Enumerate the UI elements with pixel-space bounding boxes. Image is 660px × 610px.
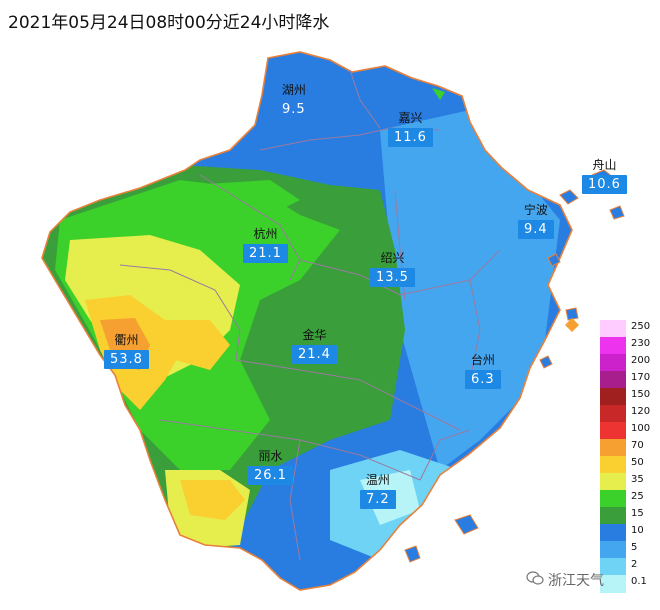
city-wenzhou: 温州 7.2 bbox=[360, 472, 396, 509]
city-label: 嘉兴 bbox=[398, 111, 423, 125]
city-value: 21.4 bbox=[292, 345, 337, 364]
city-label: 舟山 bbox=[592, 158, 617, 172]
city-hangzhou: 杭州 21.1 bbox=[243, 226, 288, 263]
orange-spot bbox=[565, 318, 579, 332]
legend-swatch bbox=[600, 439, 626, 457]
legend-item: 15 bbox=[600, 507, 660, 525]
city-ningbo: 宁波 9.4 bbox=[518, 202, 554, 239]
city-boundaries bbox=[119, 69, 501, 561]
map-title: 2021年05月24日08时00分近24小时降水 bbox=[8, 13, 330, 33]
legend-item: 230 bbox=[600, 337, 660, 355]
city-value: 21.1 bbox=[243, 244, 288, 263]
legend-label: 100 bbox=[631, 423, 651, 434]
legend-swatch bbox=[600, 456, 626, 474]
legend-item: 170 bbox=[600, 371, 660, 389]
legend-item: 150 bbox=[600, 388, 660, 406]
legend-label: 200 bbox=[631, 355, 651, 366]
legend-swatch bbox=[600, 473, 626, 491]
legend-label: 150 bbox=[631, 389, 651, 400]
legend-label: 0.1 bbox=[631, 576, 647, 587]
legend-label: 120 bbox=[631, 406, 651, 417]
legend-swatch bbox=[600, 422, 626, 440]
legend-item: 200 bbox=[600, 354, 660, 372]
wechat-icon bbox=[526, 571, 544, 585]
legend-item: 0.1 bbox=[600, 575, 660, 593]
legend-swatch bbox=[600, 524, 626, 542]
city-label: 杭州 bbox=[253, 227, 278, 241]
city-label: 衢州 bbox=[114, 333, 139, 347]
city-value: 9.5 bbox=[282, 102, 306, 117]
legend-swatch bbox=[600, 507, 626, 525]
city-lishui: 丽水 26.1 bbox=[248, 448, 293, 485]
city-value: 53.8 bbox=[104, 350, 149, 369]
legend-swatch bbox=[600, 541, 626, 559]
city-label: 温州 bbox=[365, 473, 390, 487]
legend-label: 2 bbox=[631, 559, 638, 570]
city-value: 7.2 bbox=[360, 490, 396, 509]
city-jiaxing: 嘉兴 11.6 bbox=[388, 110, 433, 147]
legend-label: 5 bbox=[631, 542, 638, 553]
legend-swatch bbox=[600, 388, 626, 406]
legend-label: 230 bbox=[631, 338, 651, 349]
legend-swatch bbox=[600, 575, 626, 593]
city-label: 绍兴 bbox=[380, 251, 405, 265]
city-zhoushan: 舟山 10.6 bbox=[582, 157, 627, 194]
legend-item: 50 bbox=[600, 456, 660, 474]
legend-item: 35 bbox=[600, 473, 660, 491]
province-border bbox=[41, 51, 573, 591]
legend-swatch bbox=[600, 558, 626, 576]
legend-label: 10 bbox=[631, 525, 644, 536]
legend-swatch bbox=[600, 405, 626, 423]
green-spot bbox=[432, 88, 445, 100]
legend-label: 35 bbox=[631, 474, 644, 485]
legend-item: 70 bbox=[600, 439, 660, 457]
city-value: 13.5 bbox=[370, 268, 415, 287]
city-label: 湖州 bbox=[281, 83, 306, 97]
legend-swatch bbox=[600, 371, 626, 389]
city-shaoxing: 绍兴 13.5 bbox=[370, 250, 415, 287]
legend-item: 5 bbox=[600, 541, 660, 559]
legend-label: 170 bbox=[631, 372, 651, 383]
city-label: 丽水 bbox=[258, 449, 283, 463]
legend-item: 10 bbox=[600, 524, 660, 542]
legend-item: 25 bbox=[600, 490, 660, 508]
city-label: 金华 bbox=[302, 328, 327, 342]
legend-label: 50 bbox=[631, 457, 644, 468]
legend-label: 15 bbox=[631, 508, 644, 519]
legend-label: 250 bbox=[631, 321, 651, 332]
legend-item: 250 bbox=[600, 320, 660, 338]
legend-label: 25 bbox=[631, 491, 644, 502]
city-label: 宁波 bbox=[523, 203, 548, 217]
city-huzhou: 湖州 9.5 bbox=[276, 82, 312, 119]
legend-item: 120 bbox=[600, 405, 660, 423]
legend-item: 100 bbox=[600, 422, 660, 440]
legend-swatch bbox=[600, 320, 626, 338]
watermark: 浙江天气 bbox=[548, 573, 604, 589]
city-value: 9.4 bbox=[518, 220, 554, 239]
legend-swatch bbox=[600, 354, 626, 372]
legend-swatch bbox=[600, 337, 626, 355]
city-value: 10.6 bbox=[582, 175, 627, 194]
city-jinhua: 金华 21.4 bbox=[292, 327, 337, 364]
city-label: 台州 bbox=[470, 353, 495, 367]
legend-item: 2 bbox=[600, 558, 660, 576]
city-value: 26.1 bbox=[248, 466, 293, 485]
city-value: 11.6 bbox=[388, 128, 433, 147]
city-quzhou: 衢州 53.8 bbox=[104, 332, 149, 369]
legend-label: 70 bbox=[631, 440, 644, 451]
city-value: 6.3 bbox=[465, 370, 501, 389]
city-taizhou: 台州 6.3 bbox=[465, 352, 501, 389]
legend-swatch bbox=[600, 490, 626, 508]
